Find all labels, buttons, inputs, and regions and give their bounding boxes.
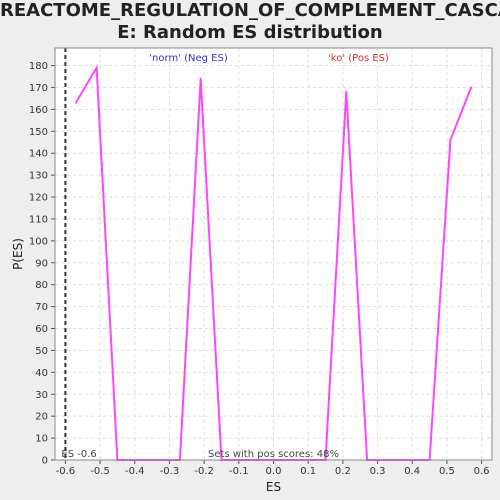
y-tick-label: 160	[29, 105, 48, 116]
y-tick-label: 110	[29, 214, 48, 225]
data-point	[199, 77, 202, 80]
y-tick-label: 120	[29, 193, 48, 204]
y-axis-label: P(ES)	[11, 238, 25, 270]
y-tick-label: 60	[35, 324, 48, 335]
x-tick-label: 0.3	[370, 466, 386, 477]
data-point	[449, 139, 452, 142]
pos-es-label: 'ko' (Pos ES)	[328, 53, 389, 64]
y-axis-ticks: 0 10 20 30 40 50 60 70 80 90 100 110 120 130 140 150 160…	[29, 61, 55, 467]
x-tick-label: -0.5	[90, 466, 110, 477]
x-tick-label: 0.1	[300, 466, 316, 477]
y-tick-label: 70	[35, 302, 48, 313]
y-tick-label: 0	[42, 456, 48, 467]
y-tick-label: 80	[35, 280, 48, 291]
x-tick-label: -0.4	[125, 466, 145, 477]
plot-border	[54, 47, 493, 461]
pos-scores-footnote: Sets with pos scores: 48%	[208, 449, 339, 460]
x-tick-label: -0.2	[194, 466, 214, 477]
chart-title-line-2: E: Random ES distribution	[117, 22, 383, 43]
neg-es-label: 'norm' (Neg ES)	[149, 53, 228, 64]
x-tick-label: -0.1	[229, 466, 249, 477]
y-tick-label: 90	[35, 258, 48, 269]
es-value-label: ES -0.6	[61, 449, 96, 460]
x-tick-label: -0.3	[160, 466, 180, 477]
y-tick-label: 30	[35, 390, 48, 401]
y-tick-label: 10	[35, 434, 48, 445]
x-tick-label: 0.5	[439, 466, 455, 477]
y-tick-label: 100	[29, 236, 48, 247]
y-tick-label: 150	[29, 127, 48, 138]
y-tick-label: 170	[29, 83, 48, 94]
chart-title: REACTOME_REGULATION_OF_COMPLEMENT_CASCAD…	[0, 0, 500, 44]
data-point	[95, 66, 98, 69]
y-tick-label: 40	[35, 368, 48, 379]
y-tick-label: 140	[29, 149, 48, 160]
y-tick-label: 50	[35, 346, 48, 357]
x-tick-label: 0.6	[474, 466, 490, 477]
data-point	[345, 90, 348, 93]
x-axis-ticks: -0.6 -0.5 -0.4 -0.3 -0.2 -0.1 0.0 0.1 0.2 0.3 0.4 0…	[56, 460, 490, 477]
chart-title-line-1: REACTOME_REGULATION_OF_COMPLEMENT_CASCAD	[0, 0, 500, 21]
x-tick-label: 0.2	[335, 466, 351, 477]
data-point	[74, 101, 77, 104]
x-axis-label: ES	[266, 480, 281, 494]
x-tick-label: -0.6	[56, 466, 76, 477]
data-point	[470, 86, 473, 89]
y-tick-label: 130	[29, 171, 48, 182]
x-tick-label: 0.4	[404, 466, 420, 477]
y-tick-label: 180	[29, 61, 48, 72]
x-tick-label: 0.0	[266, 466, 282, 477]
y-tick-label: 20	[35, 412, 48, 423]
grid-lines	[55, 48, 492, 461]
